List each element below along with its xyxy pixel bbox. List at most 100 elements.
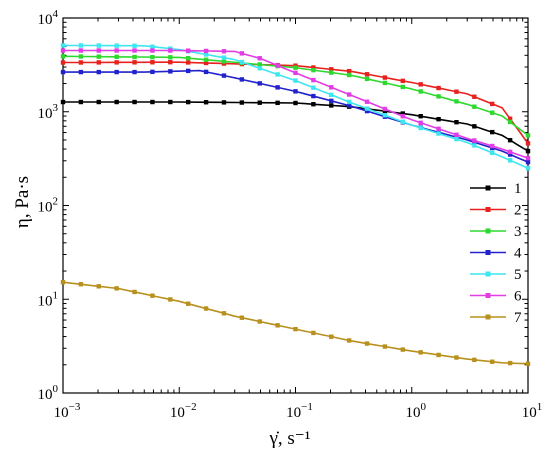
data-point-5: [293, 78, 298, 83]
series-3: [60, 54, 531, 138]
data-point-5: [203, 52, 209, 57]
data-point-7: [96, 284, 101, 289]
y-tick-label: 104: [38, 8, 59, 28]
legend-item-6: 6: [470, 289, 522, 305]
data-point-2: [400, 78, 406, 84]
series-lines: [60, 43, 531, 366]
data-point-5: [96, 43, 101, 48]
data-point-7: [239, 315, 245, 320]
legend-marker: [485, 207, 491, 212]
data-point-3: [472, 104, 477, 109]
data-point-4: [275, 85, 280, 90]
data-point-1: [60, 99, 66, 105]
data-point-5: [472, 143, 477, 148]
data-point-3: [96, 54, 101, 59]
data-point-7: [507, 360, 513, 366]
data-point-5: [454, 136, 459, 142]
y-axis-label: η, Pa·s: [12, 176, 33, 228]
data-point-6: [257, 56, 262, 61]
data-point-1: [275, 100, 280, 106]
data-point-2: [150, 60, 155, 65]
data-point-7: [114, 286, 119, 291]
series-4: [60, 68, 531, 165]
data-point-4: [185, 68, 191, 74]
y-tick-label: 103: [38, 102, 59, 122]
data-point-3: [78, 54, 84, 59]
y-tick-label: 102: [38, 196, 59, 216]
data-point-2: [168, 59, 173, 65]
series-line-4: [63, 69, 529, 163]
data-point-2: [329, 67, 334, 72]
legend-label: 1: [514, 181, 522, 197]
data-point-7: [221, 311, 227, 316]
data-point-1: [185, 99, 191, 105]
x-tick-label: 10−2: [170, 401, 197, 421]
data-point-3: [293, 65, 298, 70]
data-point-1: [96, 99, 101, 105]
legend-item-4: 4: [470, 246, 522, 262]
data-point-3: [311, 67, 316, 73]
x-tick-label: 100: [406, 401, 427, 421]
x-tick-labels: 10−3 10−2 10−1 100 101: [54, 401, 543, 421]
data-point-3: [203, 57, 209, 62]
data-point-6: [418, 120, 423, 126]
data-point-3: [346, 72, 352, 78]
data-point-6: [436, 126, 441, 131]
data-point-3: [507, 119, 513, 125]
data-point-2: [78, 60, 84, 65]
data-point-5: [507, 158, 513, 163]
series-5: [60, 43, 531, 171]
data-point-6: [132, 48, 137, 53]
legend-marker: [485, 271, 491, 277]
legend-label: 7: [514, 310, 522, 326]
data-point-6: [293, 70, 298, 76]
data-point-6: [168, 48, 173, 53]
data-point-5: [150, 44, 155, 49]
data-point-3: [60, 54, 66, 59]
data-point-6: [472, 138, 477, 143]
data-point-3: [382, 80, 388, 86]
data-point-3: [400, 84, 406, 90]
x-axis-label: γ̇, s⁻¹: [268, 428, 310, 449]
data-point-7: [472, 357, 477, 363]
data-point-1: [114, 99, 119, 105]
series-line-3: [62, 55, 529, 137]
data-point-2: [418, 82, 423, 87]
data-point-3: [114, 54, 119, 60]
legend-item-7: 7: [470, 310, 522, 326]
data-point-2: [311, 65, 316, 70]
data-point-1: [221, 100, 227, 105]
legend-marker: [485, 314, 491, 320]
data-point-2: [96, 60, 101, 65]
data-point-2: [203, 60, 209, 66]
legend-label: 4: [514, 246, 522, 262]
data-point-4: [507, 152, 513, 157]
data-point-1: [418, 114, 423, 119]
data-point-7: [329, 334, 334, 339]
data-point-7: [490, 359, 495, 364]
data-point-4: [329, 98, 334, 104]
data-point-1: [239, 100, 245, 105]
data-point-2: [114, 60, 119, 65]
legend-marker: [485, 250, 491, 255]
data-point-4: [364, 108, 370, 114]
data-point-1: [78, 99, 84, 105]
data-point-1: [525, 148, 531, 154]
data-point-4: [168, 69, 173, 74]
data-point-7: [400, 347, 406, 352]
data-point-4: [114, 69, 119, 75]
data-point-5: [490, 150, 495, 155]
data-point-5: [329, 92, 334, 98]
data-point-7: [346, 338, 352, 343]
data-point-4: [96, 69, 101, 75]
data-point-2: [346, 68, 352, 74]
data-point-4: [239, 77, 245, 82]
data-point-7: [454, 355, 459, 360]
data-point-2: [60, 60, 66, 65]
data-point-6: [507, 149, 513, 155]
data-point-1: [132, 99, 137, 105]
data-point-2: [436, 85, 441, 91]
data-point-1: [293, 100, 298, 106]
data-point-5: [78, 43, 84, 48]
legend-label: 5: [514, 267, 522, 283]
